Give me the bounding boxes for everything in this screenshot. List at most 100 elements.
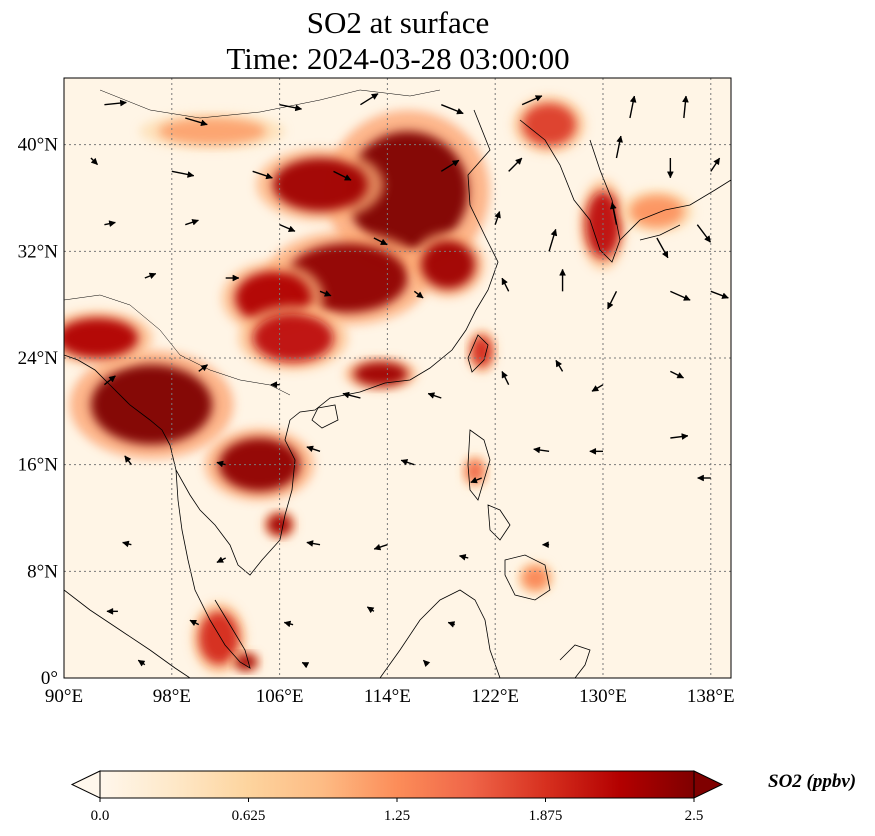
coastline-taiwan xyxy=(467,334,489,373)
latitude-axis: 0° 8°N 16°N 24°N 32°N 40°N xyxy=(18,135,59,689)
coastline-korea xyxy=(519,119,621,263)
wind-arrow xyxy=(137,659,146,667)
coastline-layer xyxy=(64,89,731,678)
wind-arrow xyxy=(103,375,116,386)
wind-arrow xyxy=(440,159,460,172)
colorbar-label: SO2 (ppbv) xyxy=(768,771,856,792)
wind-arrow xyxy=(589,447,603,455)
lon-tick-label: 98°E xyxy=(153,686,191,707)
wind-arrow xyxy=(144,272,157,280)
wind-arrow xyxy=(373,543,388,551)
so2-plume-northern-thailand xyxy=(90,364,213,445)
wind-arrow xyxy=(441,104,464,115)
wind-arrow xyxy=(607,291,618,310)
wind-arrow xyxy=(559,268,566,292)
wind-arrow xyxy=(555,359,564,372)
wind-arrow xyxy=(533,446,550,454)
colorbar-ticks: 0.0 0.625 1.25 1.875 2.5 xyxy=(91,798,704,824)
coastline-hainan xyxy=(311,404,339,429)
wind-arrow xyxy=(301,661,310,669)
colorbar: 0.0 0.625 1.25 1.875 2.5 SO2 (ppbv) xyxy=(70,770,856,824)
wind-arrow xyxy=(501,370,510,385)
colorbar-tick-label: 0.0 xyxy=(91,808,110,824)
wind-arrow xyxy=(106,607,118,615)
lat-tick-label: 8°N xyxy=(27,561,58,582)
lon-tick-label: 122°E xyxy=(471,686,519,707)
wind-arrow xyxy=(185,219,200,226)
lon-tick-label: 138°E xyxy=(687,686,735,707)
coastline-mindanao xyxy=(504,554,551,601)
wind-arrow xyxy=(501,277,510,292)
wind-arrow xyxy=(494,210,501,225)
so2-plume-pearl-river-delta xyxy=(353,362,408,386)
wind-arrow xyxy=(283,620,294,628)
wind-arrow xyxy=(422,659,431,668)
wind-arrow xyxy=(710,290,729,299)
wind-arrow xyxy=(319,290,332,297)
wind-arrow xyxy=(225,274,240,282)
wind-arrow xyxy=(279,224,296,232)
so2-plume-north-china-plain xyxy=(346,131,469,252)
wind-vector-layer xyxy=(90,93,729,669)
lon-tick-label: 90°E xyxy=(45,686,83,707)
wind-arrow xyxy=(373,237,388,246)
lon-tick-label: 106°E xyxy=(256,686,304,707)
wind-arrow xyxy=(189,619,200,627)
wind-arrow xyxy=(710,157,721,172)
coastline-china-east xyxy=(289,109,499,421)
wind-arrow xyxy=(696,224,712,243)
wind-arrow xyxy=(342,391,361,399)
wind-arrow xyxy=(591,384,604,392)
coastline-malay-peninsula xyxy=(175,469,251,669)
wind-arrow xyxy=(427,392,442,399)
wind-arrow xyxy=(122,540,132,548)
wind-arrow xyxy=(216,556,227,564)
wind-arrow xyxy=(171,170,195,178)
wind-arrow xyxy=(682,95,689,119)
wind-arrow xyxy=(670,433,689,440)
wind-arrow xyxy=(400,459,415,466)
wind-arrow xyxy=(470,476,482,484)
map-subtitle-time: Time: 2024-03-28 03:00:00 xyxy=(226,41,570,76)
colorbar-body xyxy=(99,770,695,799)
wind-arrow xyxy=(609,202,618,225)
so2-plume-northeast-china xyxy=(522,103,577,146)
lat-tick-label: 24°N xyxy=(18,348,59,369)
wind-arrow xyxy=(185,117,208,127)
wind-arrow xyxy=(508,157,523,172)
lon-tick-label: 114°E xyxy=(364,686,411,707)
coastline-luzon xyxy=(467,429,491,501)
so2-plume-mindanao xyxy=(522,566,550,590)
wind-arrow xyxy=(270,381,280,389)
wind-arrow xyxy=(279,103,303,112)
wind-arrow xyxy=(458,554,469,561)
so2-plume-southwest-china xyxy=(252,314,334,362)
lat-tick-label: 40°N xyxy=(18,135,59,156)
wind-arrow xyxy=(548,228,558,252)
border-china-mongolia xyxy=(99,89,441,119)
so2-plume-north-china-west xyxy=(272,158,368,212)
wind-arrow xyxy=(615,135,623,159)
colorbar-tick-label: 2.5 xyxy=(685,808,704,824)
so2-plume-singapore xyxy=(235,654,257,670)
wind-arrow xyxy=(670,290,691,301)
colorbar-tick-label: 1.875 xyxy=(529,808,563,824)
wind-arrow xyxy=(306,540,321,547)
so2-plume-inner-mongolia xyxy=(158,117,267,145)
lat-tick-label: 0° xyxy=(41,668,58,689)
coastline-japan xyxy=(619,179,731,241)
wind-arrow xyxy=(360,93,379,106)
so2-plume-yangtze-delta xyxy=(421,240,475,289)
wind-arrow xyxy=(670,370,685,379)
wind-arrow xyxy=(697,474,711,482)
so2-plume-japan-west xyxy=(629,195,684,228)
wind-arrow xyxy=(521,95,543,106)
wind-arrow xyxy=(447,621,456,628)
wind-arrow xyxy=(413,290,424,299)
wind-arrow xyxy=(333,170,352,181)
coastline-sumatra xyxy=(64,589,191,678)
wind-arrow xyxy=(366,606,375,614)
gridlines xyxy=(64,78,731,678)
so2-plume-luzon xyxy=(465,459,485,484)
